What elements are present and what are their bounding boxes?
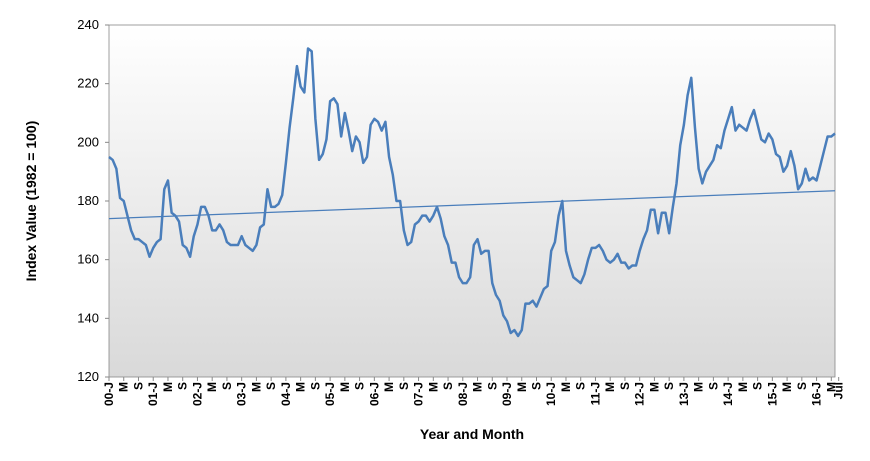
x-tick-label: 13-J xyxy=(677,382,691,406)
plot-area xyxy=(108,24,836,378)
series-line xyxy=(108,47,836,338)
x-tick-label: S xyxy=(529,382,543,390)
x-tick-label: M xyxy=(471,382,485,392)
x-tick-label: M xyxy=(426,382,440,392)
y-tick-label: 180 xyxy=(77,193,99,208)
x-tick-label: S xyxy=(441,382,455,390)
y-tick-label: 120 xyxy=(77,369,99,384)
x-tick-label: M xyxy=(294,382,308,392)
x-tick-label: 09-J xyxy=(500,382,514,406)
x-tick-label: M xyxy=(382,382,396,392)
x-tick-label: S xyxy=(485,382,499,390)
x-tick-label: M xyxy=(736,382,750,392)
x-tick-label: M xyxy=(647,382,661,392)
x-tick-label: 11-J xyxy=(588,382,602,405)
x-tick-label: 15-J xyxy=(765,382,779,406)
y-tick-label: 200 xyxy=(77,134,99,149)
x-tick-label: S xyxy=(353,382,367,390)
x-tick-label: M xyxy=(603,382,617,392)
x-tick-label: 08-J xyxy=(456,382,470,406)
y-tick-label: 140 xyxy=(77,310,99,325)
x-tick-label: 05-J xyxy=(323,382,337,406)
x-tick-label: S xyxy=(264,382,278,390)
y-tick-label: 160 xyxy=(77,252,99,267)
x-tick-label: S xyxy=(308,382,322,390)
x-tick-label: 12-J xyxy=(633,382,647,406)
x-tick-label: S xyxy=(574,382,588,390)
x-tick-label: S xyxy=(176,382,190,390)
y-tick-label: 240 xyxy=(77,17,99,32)
x-tick-label: 14-J xyxy=(721,382,735,406)
trend-line xyxy=(108,190,836,220)
x-tick-label: 00-J xyxy=(102,382,116,406)
x-tick-label: M xyxy=(824,382,838,392)
y-tick-label: 220 xyxy=(77,76,99,91)
x-tick-label: M xyxy=(515,382,529,392)
x-tick-label: M xyxy=(692,382,706,392)
x-tick-label: S xyxy=(662,382,676,390)
x-tick-label: M xyxy=(205,382,219,392)
x-tick-label: 02-J xyxy=(190,382,204,406)
x-tick-label: M xyxy=(338,382,352,392)
x-tick-label: M xyxy=(780,382,794,392)
x-tick-label: S xyxy=(751,382,765,390)
x-tick-label: S xyxy=(397,382,411,390)
x-tick-label: 04-J xyxy=(279,382,293,406)
x-tick-label: S xyxy=(131,382,145,390)
x-tick-label: 01-J xyxy=(146,382,160,406)
x-tick-label: 06-J xyxy=(367,382,381,406)
x-tick-label: S xyxy=(795,382,809,390)
x-tick-label: S xyxy=(618,382,632,390)
x-tick-label: Jul xyxy=(832,382,846,399)
y-axis: 120 140 160 180 200 220 240 xyxy=(77,17,109,384)
x-tick-label: M xyxy=(249,382,263,392)
x-tick-label: M xyxy=(161,382,175,392)
x-tick-label: S xyxy=(220,382,234,390)
x-axis-title: Year and Month xyxy=(420,426,524,442)
x-tick-label: M xyxy=(117,382,131,392)
x-axis: 00-J M S 01-J M S 02-J M S 03-J M S 04-J M S 05-J M S 06-J… xyxy=(102,377,846,406)
x-tick-label: S xyxy=(706,382,720,390)
x-tick-label: 16-J xyxy=(810,382,824,406)
x-tick-label: M xyxy=(559,382,573,392)
x-tick-label: 10-J xyxy=(544,382,558,406)
x-tick-label: 07-J xyxy=(412,382,426,406)
x-tick-label: 03-J xyxy=(235,382,249,406)
y-axis-title: Index Value (1982 = 100) xyxy=(23,121,39,282)
